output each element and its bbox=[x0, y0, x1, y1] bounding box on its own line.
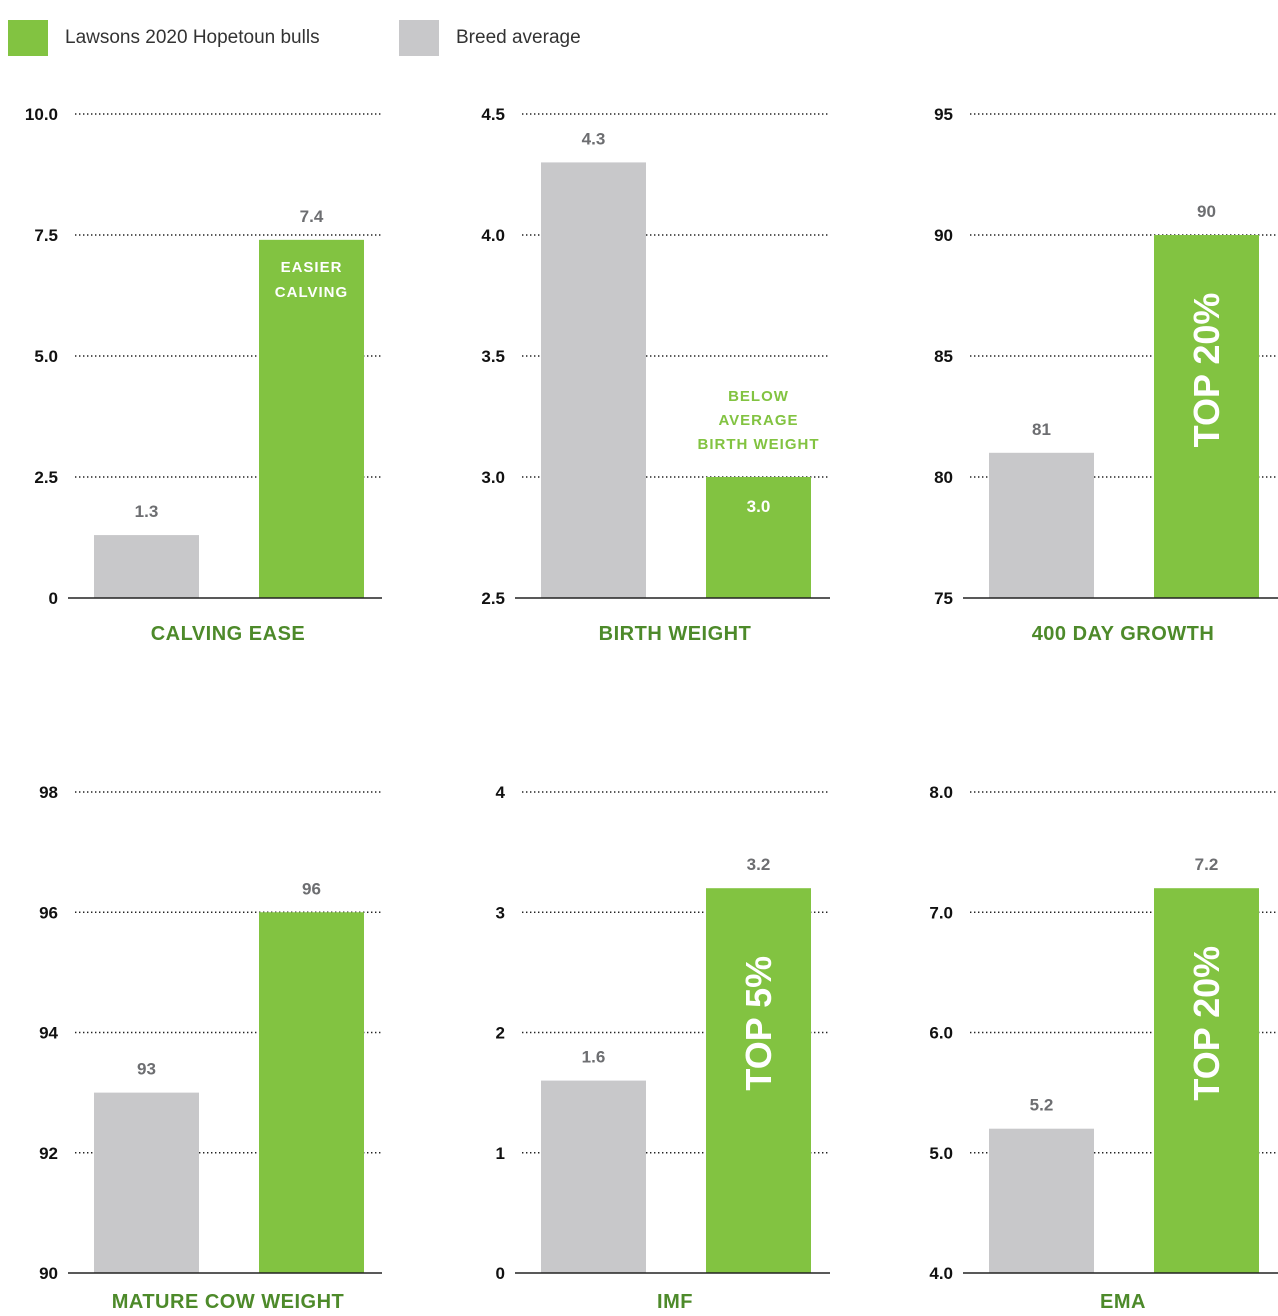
imf-ytick-label: 0 bbox=[496, 1264, 505, 1283]
birth-weight-ytick-label: 3.0 bbox=[481, 468, 505, 487]
400-day-growth-data-label: 81 bbox=[1032, 420, 1051, 439]
mature-cow-weight-ytick-label: 98 bbox=[39, 783, 58, 802]
imf-title: IMF bbox=[657, 1291, 693, 1313]
ema-annotation: TOP 20% bbox=[1186, 946, 1227, 1101]
imf-data-label: 1.6 bbox=[582, 1048, 606, 1067]
calving-ease-ytick-label: 5.0 bbox=[34, 347, 58, 366]
legend-label-lawsons: Lawsons 2020 Hopetoun bulls bbox=[65, 27, 320, 48]
calving-ease-ytick-label: 2.5 bbox=[34, 468, 58, 487]
ema-data-label: 5.2 bbox=[1030, 1096, 1054, 1115]
birth-weight-annotation-line: BIRTH WEIGHT bbox=[698, 436, 820, 453]
birth-weight-ytick-label: 3.5 bbox=[481, 347, 505, 366]
400-day-growth-bar-lawsons bbox=[1154, 235, 1259, 598]
calving-ease-bar-breed-average bbox=[94, 535, 199, 598]
imf-bar-breed-average bbox=[541, 1080, 646, 1273]
400-day-growth-bar-breed-average bbox=[989, 452, 1094, 598]
legend: Lawsons 2020 Hopetoun bulls Breed averag… bbox=[0, 0, 1278, 80]
birth-weight-data-label: 4.3 bbox=[582, 129, 606, 148]
ema-ytick-label: 5.0 bbox=[929, 1144, 953, 1163]
400-day-growth-ytick-label: 90 bbox=[934, 226, 953, 245]
legend-item-breed: Breed average bbox=[399, 20, 581, 56]
birth-weight-title: BIRTH WEIGHT bbox=[599, 623, 752, 645]
imf-ytick-label: 2 bbox=[496, 1024, 505, 1043]
ema-ytick-label: 4.0 bbox=[929, 1264, 953, 1283]
400-day-growth-ytick-label: 75 bbox=[934, 589, 953, 608]
imf-bar-lawsons bbox=[706, 888, 811, 1273]
ema-ytick-label: 8.0 bbox=[929, 783, 953, 802]
legend-swatch-breed bbox=[399, 20, 439, 56]
ema-bar-lawsons bbox=[1154, 888, 1259, 1273]
mature-cow-weight-ytick-label: 94 bbox=[39, 1024, 58, 1043]
legend-item-lawsons: Lawsons 2020 Hopetoun bulls bbox=[8, 20, 320, 56]
birth-weight-annotation-line: AVERAGE bbox=[718, 412, 798, 429]
birth-weight-ytick-label: 2.5 bbox=[481, 589, 505, 608]
calving-ease-annotation-line: EASIER bbox=[281, 259, 343, 276]
legend-swatch-lawsons bbox=[8, 20, 48, 56]
birth-weight-data-label: 3.0 bbox=[747, 497, 771, 516]
birth-weight-ytick-label: 4.5 bbox=[481, 105, 505, 124]
mature-cow-weight-data-label: 96 bbox=[302, 879, 321, 898]
calving-ease-data-label: 7.4 bbox=[300, 207, 324, 226]
mature-cow-weight-title: MATURE COW WEIGHT bbox=[112, 1291, 345, 1313]
calving-ease-bar-lawsons bbox=[259, 239, 364, 598]
calving-ease-ytick-label: 7.5 bbox=[34, 226, 58, 245]
mature-cow-weight-ytick-label: 92 bbox=[39, 1144, 58, 1163]
mature-cow-weight-data-label: 93 bbox=[137, 1060, 156, 1079]
ema-ytick-label: 6.0 bbox=[929, 1024, 953, 1043]
ema-ytick-label: 7.0 bbox=[929, 903, 953, 922]
birth-weight-bar-lawsons bbox=[706, 477, 811, 598]
birth-weight-annotation-line: BELOW bbox=[728, 388, 789, 405]
calving-ease-data-label: 1.3 bbox=[135, 502, 159, 521]
legend-label-breed: Breed average bbox=[456, 27, 581, 48]
400-day-growth-ytick-label: 95 bbox=[934, 105, 953, 124]
calving-ease-title: CALVING EASE bbox=[151, 623, 306, 645]
ema-bar-breed-average bbox=[989, 1128, 1094, 1273]
ema-title: EMA bbox=[1100, 1291, 1146, 1313]
mature-cow-weight-bar-lawsons bbox=[259, 912, 364, 1273]
imf-annotation: TOP 5% bbox=[738, 956, 779, 1091]
ema-data-label: 7.2 bbox=[1195, 855, 1219, 874]
imf-ytick-label: 3 bbox=[496, 903, 505, 922]
400-day-growth-title: 400 DAY GROWTH bbox=[1032, 623, 1215, 645]
400-day-growth-ytick-label: 85 bbox=[934, 347, 953, 366]
400-day-growth-annotation: TOP 20% bbox=[1186, 293, 1227, 448]
400-day-growth-data-label: 90 bbox=[1197, 202, 1216, 221]
calving-ease-ytick-label: 0 bbox=[49, 589, 58, 608]
birth-weight-ytick-label: 4.0 bbox=[481, 226, 505, 245]
birth-weight-bar-breed-average bbox=[541, 162, 646, 598]
imf-data-label: 3.2 bbox=[747, 855, 771, 874]
imf-ytick-label: 1 bbox=[496, 1144, 505, 1163]
400-day-growth-ytick-label: 80 bbox=[934, 468, 953, 487]
imf-ytick-label: 4 bbox=[496, 783, 506, 802]
mature-cow-weight-ytick-label: 90 bbox=[39, 1264, 58, 1283]
mature-cow-weight-bar-breed-average bbox=[94, 1092, 199, 1273]
mature-cow-weight-ytick-label: 96 bbox=[39, 903, 58, 922]
calving-ease-annotation-line: CALVING bbox=[275, 284, 348, 301]
calving-ease-ytick-label: 10.0 bbox=[25, 105, 58, 124]
